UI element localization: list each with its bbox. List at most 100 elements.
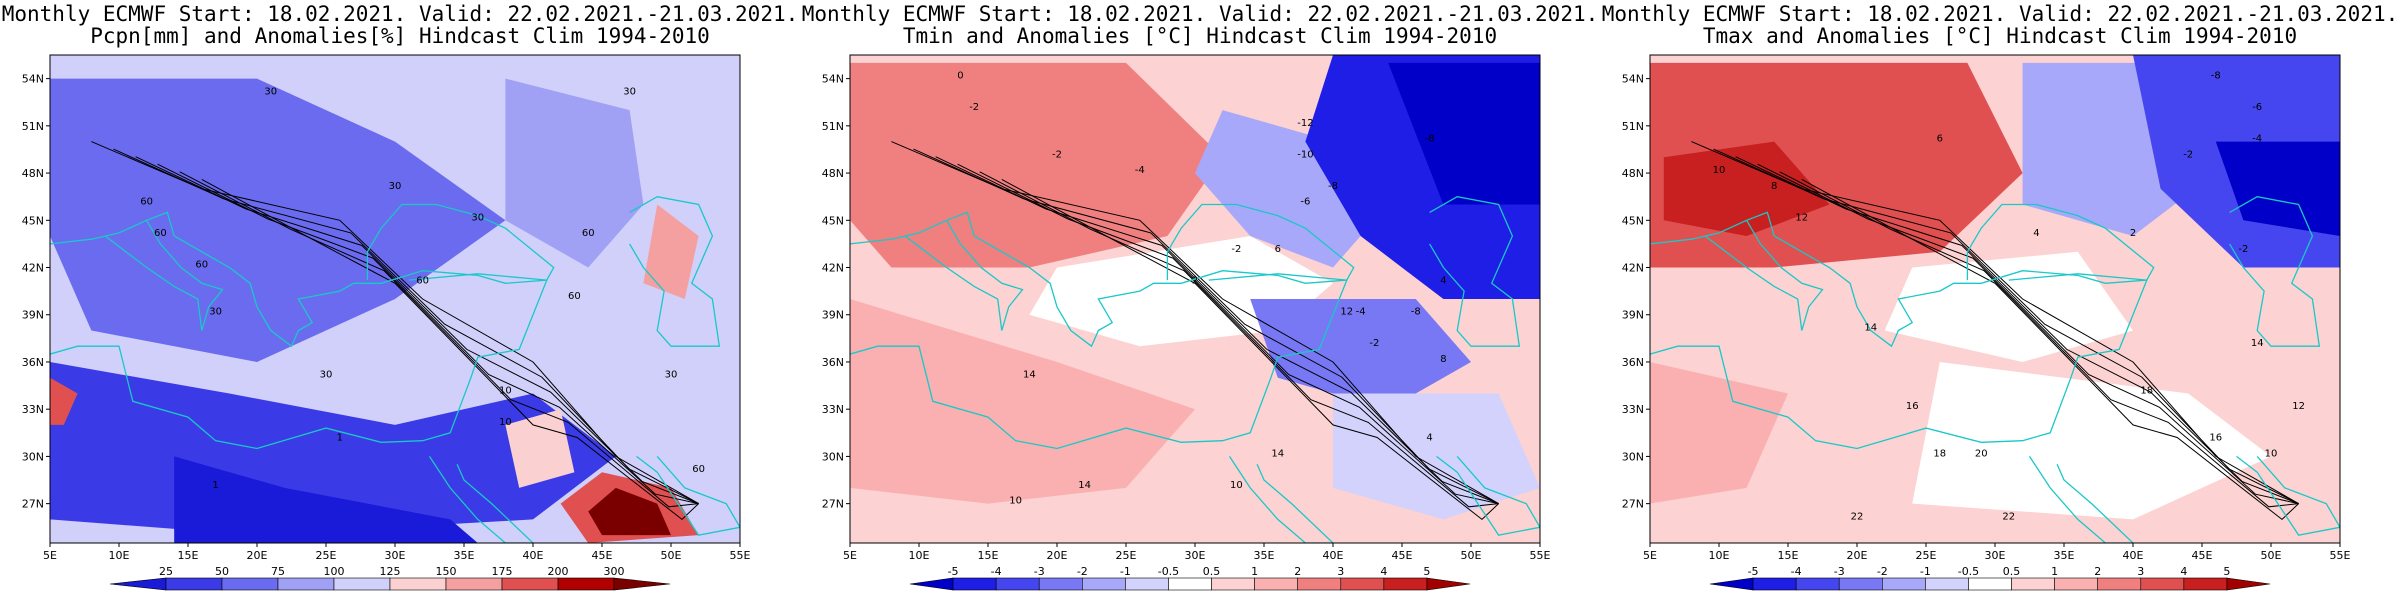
lat-tick-label: 27N — [1622, 498, 1644, 511]
colorbar-label: 150 — [436, 565, 457, 578]
contour-label: -6 — [1300, 197, 1310, 208]
contour-label: 18 — [2140, 385, 2153, 396]
colorbar-label: 25 — [159, 565, 173, 578]
coastline — [1436, 455, 1540, 536]
contour-label: 2 — [1192, 275, 1198, 286]
lat-tick-label: 48N — [1622, 167, 1644, 180]
panel-title-line2: Pcpn[mm] and Anomalies[%] Hindcast Clim … — [90, 24, 710, 48]
coastline — [636, 455, 740, 536]
lon-tick-label: 10E — [109, 549, 130, 562]
anomaly-field — [1650, 55, 2340, 543]
contour-label: 14 — [1864, 322, 1877, 333]
contour-label: 6 — [1275, 244, 1281, 255]
lat-tick-label: 42N — [22, 262, 44, 275]
contour-label: -4 — [1135, 165, 1145, 176]
colorbar-label: -5 — [1748, 565, 1759, 578]
anomaly-region — [505, 409, 575, 488]
lon-tick-label: 55E — [2330, 549, 2351, 562]
contour-label: 10 — [1009, 496, 1022, 507]
contour-label: 16 — [1906, 401, 1919, 412]
contour-line — [1801, 178, 2299, 521]
colorbar-label: -2 — [1077, 565, 1088, 578]
lon-tick-label: 30E — [1985, 549, 2006, 562]
lat-tick-label: 33N — [822, 403, 844, 416]
contour-lines — [891, 141, 1499, 521]
lon-tick-label: 40E — [523, 549, 544, 562]
lon-tick-label: 40E — [1323, 549, 1344, 562]
colorbar: 25 50 75 100 125 150 175 200 300 — [109, 565, 671, 591]
contour-line — [957, 163, 1499, 505]
colorbar-swatch — [1125, 577, 1169, 591]
contour-label: -2 — [1231, 244, 1241, 255]
contour-label: 10 — [2265, 448, 2278, 459]
colorbar-label: 2 — [1294, 565, 1301, 578]
colorbar-swatch — [909, 577, 954, 591]
contour-label: -2 — [969, 102, 979, 113]
contour-label: 2 — [2130, 228, 2136, 239]
contour-label: 60 — [416, 275, 429, 286]
colorbar-swatch — [2140, 577, 2185, 591]
colorbar-swatch — [445, 577, 503, 591]
lon-tick-label: 25E — [1116, 549, 1137, 562]
contour-label: 12 — [2292, 401, 2305, 412]
contour-label: 30 — [471, 212, 484, 223]
coastlines — [850, 196, 1540, 543]
lat-tick-label: 45N — [1622, 214, 1644, 227]
contour-label: 16 — [2209, 433, 2222, 444]
colorbar-swatch — [1426, 577, 1471, 591]
anomaly-region — [174, 456, 478, 543]
colorbar-swatch — [1082, 577, 1126, 591]
panel-title-line1: Monthly ECMWF Start: 18.02.2021. Valid: … — [1, 2, 799, 26]
contour-label: 30 — [665, 370, 678, 381]
colorbar-label: 0.5 — [1203, 565, 1221, 578]
contour-label: 12 — [1795, 212, 1808, 223]
colorbar-swatch — [2054, 577, 2098, 591]
lon-tick-label: 50E — [661, 549, 682, 562]
lon-tick-label: 15E — [178, 549, 199, 562]
lat-tick-label: 36N — [822, 356, 844, 369]
contour-label: -12 — [1297, 118, 1313, 129]
lat-tick-label: 27N — [822, 498, 844, 511]
contour-label: -10 — [1297, 149, 1313, 160]
coastline — [904, 219, 1024, 331]
contour-line — [201, 178, 699, 521]
lon-tick-label: 20E — [1847, 549, 1868, 562]
contour-label: -4 — [2252, 134, 2262, 145]
panel-title-line1: Monthly ECMWF Start: 18.02.2021. Valid: … — [1601, 2, 2399, 26]
anomaly-region — [505, 78, 644, 268]
colorbar-label: -3 — [1834, 565, 1845, 578]
colorbar-swatch — [501, 577, 559, 591]
colorbar-swatch — [221, 577, 279, 591]
precip-panel: Monthly ECMWF Start: 18.02.2021. Valid: … — [0, 0, 800, 600]
colorbar-label: -4 — [991, 565, 1002, 578]
colorbar-label: 300 — [604, 565, 625, 578]
contour-label: 60 — [568, 291, 581, 302]
anomaly-region — [850, 299, 1195, 504]
panel-title-line1: Monthly ECMWF Start: 18.02.2021. Valid: … — [801, 2, 1599, 26]
colorbar-swatch — [1709, 577, 1754, 591]
colorbar-swatch — [1254, 577, 1298, 591]
lat-tick-label: 42N — [822, 262, 844, 275]
contour-label: 30 — [320, 370, 333, 381]
lon-tick-label: 20E — [247, 549, 268, 562]
anomaly-region — [1912, 362, 2271, 520]
contour-label: 10 — [1230, 480, 1243, 491]
anomaly-region — [1388, 62, 1540, 205]
lon-tick-label: 20E — [1047, 549, 1068, 562]
colorbar-swatch — [2011, 577, 2055, 591]
lon-tick-label: 5E — [843, 549, 857, 562]
lat-tick-label: 27N — [22, 498, 44, 511]
coastline — [850, 211, 1348, 450]
lat-tick-label: 48N — [22, 167, 44, 180]
contour-line — [1779, 171, 2299, 508]
lat-tick-label: 51N — [822, 120, 844, 133]
contour-label: -8 — [2211, 71, 2221, 82]
colorbar-label: -4 — [1791, 565, 1802, 578]
lon-tick-label: 10E — [909, 549, 930, 562]
lon-tick-label: 35E — [454, 549, 475, 562]
lat-tick-label: 54N — [822, 73, 844, 86]
lat-tick-label: 33N — [22, 403, 44, 416]
contour-label: 60 — [140, 197, 153, 208]
contour-label: 60 — [582, 228, 595, 239]
colorbar-swatch — [2183, 577, 2228, 591]
